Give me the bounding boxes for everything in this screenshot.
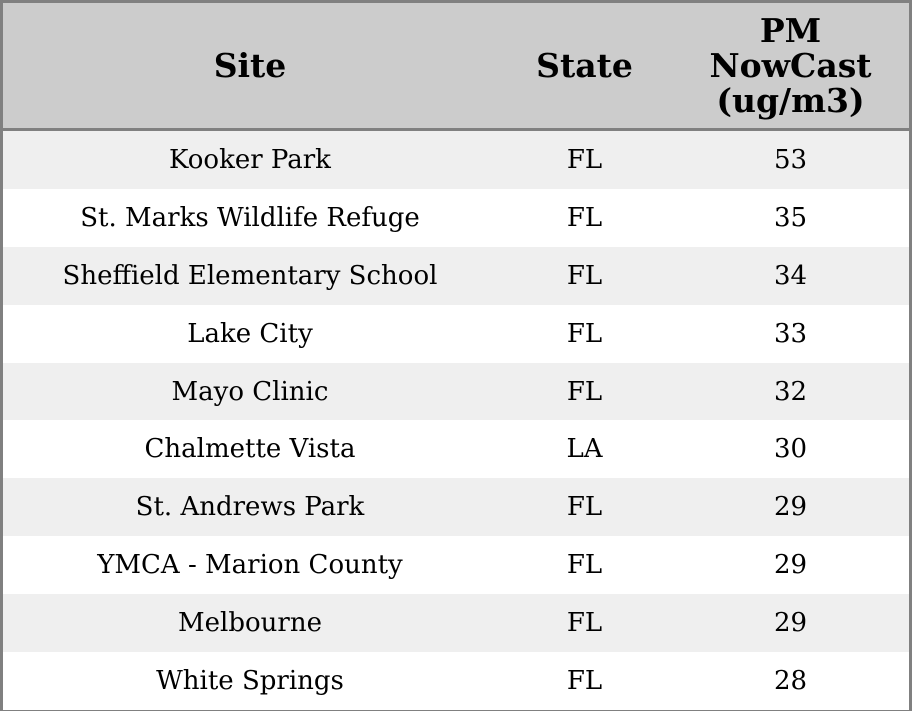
- cell-state: FL: [497, 304, 672, 363]
- cell-state: FL: [497, 652, 672, 710]
- table-row: Melbourne FL 29: [3, 594, 909, 653]
- table-row: Mayo Clinic FL 32: [3, 362, 909, 421]
- cell-state: LA: [497, 420, 672, 479]
- cell-site: Chalmette Vista: [3, 420, 497, 479]
- cell-site: St. Andrews Park: [3, 478, 497, 537]
- table-row: St. Marks Wildlife Refuge FL 35: [3, 188, 909, 247]
- cell-state: FL: [497, 594, 672, 653]
- cell-site: Kooker Park: [3, 129, 497, 189]
- table-header: Site State PM NowCast (ug/m3): [3, 3, 909, 131]
- cell-site: Lake City: [3, 304, 497, 363]
- table-row: YMCA - Marion County FL 29: [3, 536, 909, 595]
- table-row: Sheffield Elementary School FL 34: [3, 246, 909, 305]
- table-row: St. Andrews Park FL 29: [3, 478, 909, 537]
- cell-pm-value: 33: [672, 304, 909, 363]
- table-row: Kooker Park FL 53: [3, 129, 909, 189]
- table-row: Lake City FL 33: [3, 304, 909, 363]
- table-row: White Springs FL 28: [3, 652, 909, 710]
- cell-site: Sheffield Elementary School: [3, 246, 497, 305]
- cell-site: Mayo Clinic: [3, 362, 497, 421]
- cell-site: Melbourne: [3, 594, 497, 653]
- header-pm-nowcast: PM NowCast (ug/m3): [672, 3, 909, 131]
- cell-pm-value: 35: [672, 188, 909, 247]
- table-row: Chalmette Vista LA 30: [3, 420, 909, 479]
- cell-state: FL: [497, 362, 672, 421]
- cell-pm-value: 29: [672, 594, 909, 653]
- cell-site: White Springs: [3, 652, 497, 710]
- cell-site: YMCA - Marion County: [3, 536, 497, 595]
- cell-state: FL: [497, 478, 672, 537]
- cell-site: St. Marks Wildlife Refuge: [3, 188, 497, 247]
- cell-pm-value: 30: [672, 420, 909, 479]
- header-row: Site State PM NowCast (ug/m3): [3, 3, 909, 131]
- data-table: Site State PM NowCast (ug/m3) Kooker Par…: [3, 3, 909, 710]
- cell-pm-value: 29: [672, 478, 909, 537]
- cell-state: FL: [497, 129, 672, 189]
- cell-state: FL: [497, 246, 672, 305]
- cell-pm-value: 29: [672, 536, 909, 595]
- cell-state: FL: [497, 536, 672, 595]
- header-site: Site: [3, 3, 497, 131]
- cell-state: FL: [497, 188, 672, 247]
- cell-pm-value: 34: [672, 246, 909, 305]
- cell-pm-value: 53: [672, 129, 909, 189]
- cell-pm-value: 28: [672, 652, 909, 710]
- cell-pm-value: 32: [672, 362, 909, 421]
- table-body: Kooker Park FL 53 St. Marks Wildlife Ref…: [3, 129, 909, 710]
- header-state: State: [497, 3, 672, 131]
